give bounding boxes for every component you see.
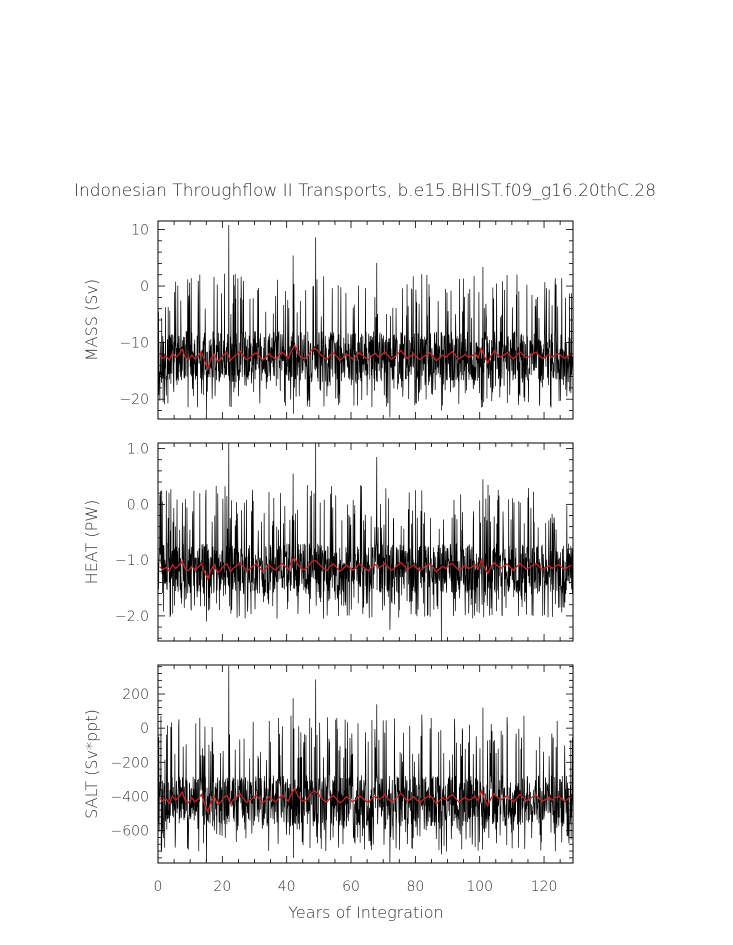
salt-y-tick-label: −600 bbox=[111, 824, 149, 840]
heat-y-tick-label: −1.0 bbox=[115, 553, 149, 569]
heat-y-tick-label: −2.0 bbox=[115, 609, 149, 625]
x-tick-label: 40 bbox=[278, 879, 296, 895]
chart-title: Indonesian Throughflow II Transports, b.… bbox=[74, 181, 656, 201]
salt-y-tick-label: 0 bbox=[140, 721, 149, 737]
mass-y-tick-label: −10 bbox=[119, 336, 149, 352]
mass-y-axis-label: MASS (Sv) bbox=[82, 279, 101, 361]
heat-y-tick-label: 0.0 bbox=[127, 497, 149, 513]
x-tick-label: 0 bbox=[154, 879, 163, 895]
salt-monthly-series-line bbox=[157, 665, 574, 863]
x-tick-label: 100 bbox=[466, 879, 493, 895]
salt-y-tick-label: −400 bbox=[111, 789, 149, 805]
mass-monthly-series-line bbox=[157, 224, 574, 418]
heat-plot-frame bbox=[157, 442, 574, 642]
x-tick-label: 80 bbox=[406, 879, 424, 895]
mass-y-tick-label: −20 bbox=[119, 392, 149, 408]
x-tick-label: 60 bbox=[342, 879, 360, 895]
salt-y-tick-label: 200 bbox=[122, 687, 149, 703]
heat-annual-mean-line bbox=[159, 556, 572, 581]
mass-y-tick-label: 0 bbox=[140, 279, 149, 295]
panel-heat: 1.0 0.0 −1.0 −2.0 HEAT (PW) bbox=[82, 442, 574, 642]
panel-salt: 200 0 −200 −400 −600 0 20 40 60 80 100 120 SALT (Sv*… bbox=[82, 664, 574, 895]
mass-annual-mean-line bbox=[159, 344, 572, 371]
salt-plot-frame bbox=[157, 664, 574, 864]
heat-y-axis-label: HEAT (PW) bbox=[82, 500, 101, 585]
salt-y-tick-label: −200 bbox=[111, 755, 149, 771]
x-axis-label: Years of Integration bbox=[288, 903, 443, 922]
salt-y-axis-label: SALT (Sv*ppt) bbox=[82, 709, 101, 819]
heat-y-tick-label: 1.0 bbox=[127, 442, 149, 458]
panel-mass: 10 0 −10 −20 MASS (Sv) bbox=[82, 220, 574, 420]
salt-annual-mean-line bbox=[159, 786, 572, 814]
mass-y-tick-label: 10 bbox=[131, 222, 149, 238]
x-tick-label: 20 bbox=[213, 879, 231, 895]
x-tick-label: 120 bbox=[531, 879, 558, 895]
heat-monthly-series-line bbox=[157, 442, 574, 642]
